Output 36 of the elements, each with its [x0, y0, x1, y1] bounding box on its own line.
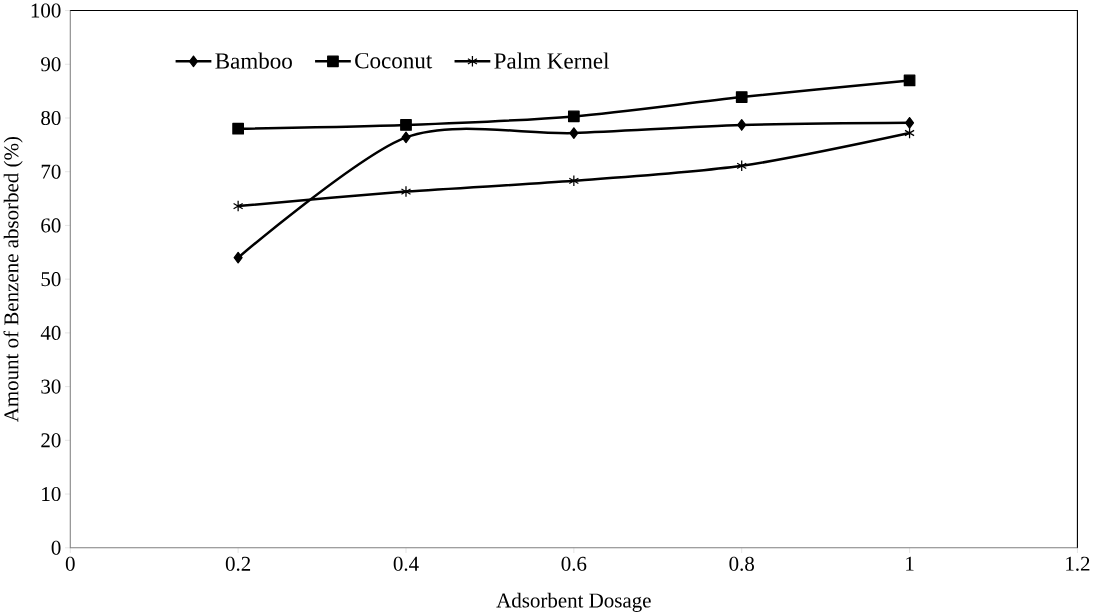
point: [400, 185, 412, 198]
x-axis-title: Adsorbent Dosage: [496, 592, 651, 612]
point: [400, 118, 412, 131]
point: [735, 90, 748, 103]
point: [232, 122, 244, 135]
x-tick-label: 0: [65, 556, 75, 571]
point: [569, 126, 579, 139]
point: [568, 174, 580, 187]
y-tick-label: 40: [40, 325, 61, 340]
y-tick-label: 80: [41, 110, 61, 125]
legend-label: Palm Kernel: [494, 52, 610, 69]
y-tick-label: 0: [51, 540, 61, 555]
y-tick-label: 50: [41, 271, 61, 287]
y-tick-label: 30: [41, 379, 61, 394]
x-tick-label: 0.6: [561, 556, 587, 571]
point: [736, 159, 747, 172]
y-axis-title: Amount of Benzene absorbed (%): [3, 136, 23, 422]
x-tick-label: 0.8: [729, 556, 754, 571]
y-tick-label: 70: [41, 164, 61, 179]
point: [401, 131, 411, 143]
x-tick-label: 1: [906, 556, 914, 571]
point: [905, 116, 915, 129]
point: [567, 110, 580, 123]
legend-label: Coconut: [355, 52, 433, 69]
y-tick-label: 100: [31, 3, 61, 18]
point: [232, 200, 244, 212]
point: [737, 118, 747, 131]
y-tick-label: 60: [41, 218, 61, 233]
y-tick-label: 20: [41, 433, 61, 448]
x-tick-label: 0.2: [225, 556, 251, 571]
legend-label: Bamboo: [215, 52, 292, 69]
point: [233, 251, 243, 264]
y-tick-label: 90: [41, 57, 61, 72]
x-tick-label: 0.4: [393, 556, 419, 571]
x-tick-label: 1.2: [1066, 556, 1090, 571]
y-tick-label: 10: [42, 486, 61, 501]
